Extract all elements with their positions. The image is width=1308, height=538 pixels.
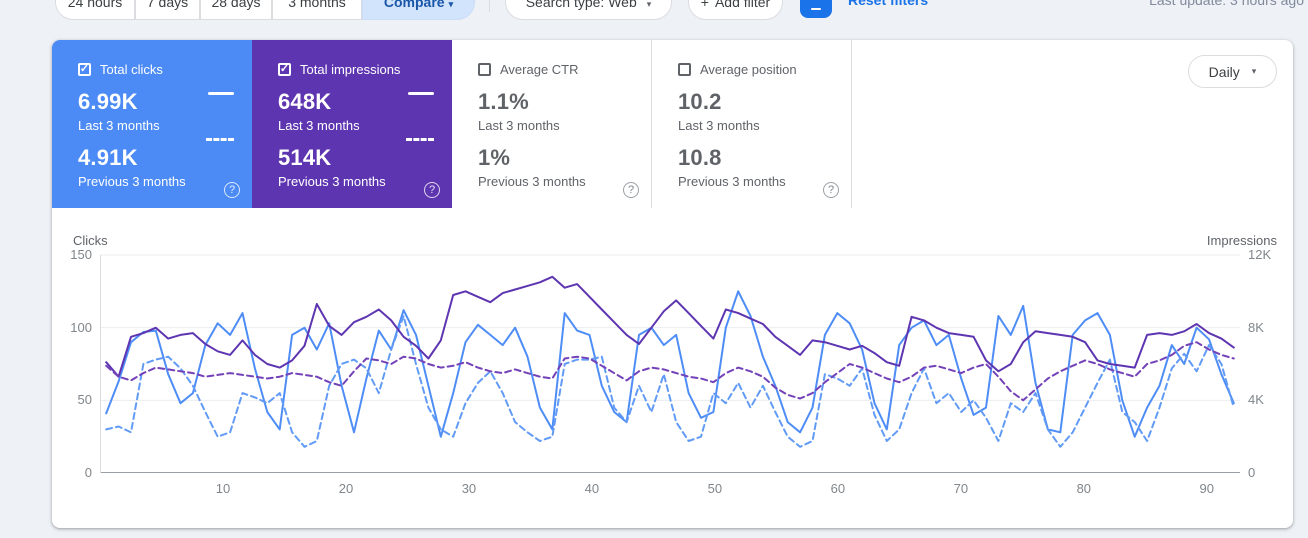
help-icon[interactable]: ?: [623, 182, 639, 198]
axis-tick-label: 100: [70, 319, 92, 335]
axis-tick-label: 4K: [1248, 392, 1264, 408]
axis-tick-label: 40: [584, 481, 600, 496]
solid-line-legend-icon: [208, 92, 234, 95]
axis-tick-label: 20: [338, 481, 354, 496]
axis-tick-label: 90: [1199, 481, 1215, 496]
axis-tick-label: 50: [707, 481, 723, 496]
compare-label: Compare: [383, 0, 445, 10]
reset-filters-link[interactable]: Reset filters: [848, 0, 929, 8]
axis-tick-label: 80: [1076, 481, 1092, 496]
checkbox-checked-icon[interactable]: ✓: [78, 63, 91, 76]
add-filter-label: Add filter: [714, 0, 771, 10]
chevron-down-icon: ▾: [1251, 66, 1257, 76]
series-clicks-previous-3-months: [105, 315, 1235, 448]
help-icon[interactable]: ?: [224, 182, 240, 198]
axis-tick-label: 12K: [1248, 247, 1272, 262]
date-range-7-days[interactable]: 7 days: [135, 0, 200, 20]
chart-canvas[interactable]: [100, 254, 1240, 473]
help-icon[interactable]: ?: [424, 182, 440, 198]
date-range-label: 28 days: [211, 0, 261, 10]
metric-card-average-position[interactable]: Average position 10.2 Last 3 months 10.8…: [652, 40, 852, 208]
metric-current-caption: Last 3 months: [78, 118, 160, 133]
metric-previous-caption: Previous 3 months: [678, 174, 786, 189]
chevron-down-icon: ▾: [646, 0, 652, 9]
solid-line-legend-icon: [408, 92, 434, 95]
metric-current-value: 10.2: [678, 89, 722, 114]
dashed-line-legend-icon: [406, 138, 434, 141]
metric-previous-value: 514K: [278, 145, 332, 170]
granularity-selector[interactable]: Daily ▾: [1188, 55, 1277, 88]
left-axis-title: Clicks: [73, 233, 108, 248]
checkbox-unchecked-icon[interactable]: [678, 63, 691, 76]
metric-previous-value: 1%: [478, 145, 511, 170]
metric-previous-value: 10.8: [678, 145, 722, 170]
chart-plot[interactable]: [100, 254, 1240, 473]
metric-previous-caption: Previous 3 months: [478, 174, 586, 189]
metric-cards-row: ✓ Total clicks 6.99K Last 3 months 4.91K…: [52, 40, 852, 208]
dashed-line-legend-icon: [206, 138, 234, 141]
search-type-selector[interactable]: Search type: Web ▾: [505, 0, 672, 20]
last-update-text: Last update: 3 hours ago: [1149, 0, 1304, 8]
metric-label: Total impressions: [300, 62, 401, 77]
axis-tick-label: 0: [84, 465, 92, 480]
help-icon[interactable]: ?: [823, 182, 839, 198]
checkbox-checked-icon[interactable]: ✓: [278, 63, 291, 76]
metric-current-caption: Last 3 months: [478, 118, 560, 133]
search-type-label: Search type: Web: [525, 0, 637, 10]
metric-label: Average position: [700, 62, 797, 77]
series-clicks-last-3-months: [105, 290, 1235, 438]
metric-current-value: 1.1%: [478, 89, 529, 114]
metric-card-total-impressions[interactable]: ✓ Total impressions 648K Last 3 months 5…: [252, 40, 452, 208]
date-range-3-months[interactable]: 3 months: [272, 0, 362, 20]
metric-previous-value: 4.91K: [78, 145, 138, 170]
metric-current-caption: Last 3 months: [678, 118, 760, 133]
axis-tick-label: 50: [77, 392, 92, 408]
checkbox-unchecked-icon[interactable]: [478, 63, 491, 76]
axis-tick-label: 8K: [1248, 319, 1264, 335]
add-filter-button[interactable]: + Add filter: [688, 0, 783, 20]
dash-icon: [811, 8, 821, 10]
filter-chip[interactable]: [800, 0, 832, 18]
date-range-label: 3 months: [288, 0, 346, 10]
axis-tick-label: 10: [215, 481, 231, 496]
axis-tick-label: 150: [70, 247, 92, 262]
axis-tick-label: 70: [953, 481, 969, 496]
metric-previous-caption: Previous 3 months: [78, 174, 186, 189]
metric-label: Total clicks: [100, 62, 163, 77]
metric-previous-caption: Previous 3 months: [278, 174, 386, 189]
plus-icon: +: [700, 0, 709, 10]
metric-label: Average CTR: [500, 62, 579, 77]
axis-tick-label: 0: [1248, 465, 1256, 480]
date-range-24-hours[interactable]: 24 hours: [55, 0, 135, 20]
axis-tick-label: 30: [461, 481, 477, 496]
toolbar-divider: [489, 0, 490, 12]
metric-card-average-ctr[interactable]: Average CTR 1.1% Last 3 months 1% Previo…: [452, 40, 652, 208]
series-impressions-last-3-months: [105, 275, 1235, 378]
metric-current-caption: Last 3 months: [278, 118, 360, 133]
granularity-label: Daily: [1208, 63, 1240, 80]
date-range-28-days[interactable]: 28 days: [200, 0, 272, 20]
metric-current-value: 648K: [278, 89, 332, 114]
series-impressions-previous-3-months: [105, 341, 1235, 402]
date-range-label: 7 days: [146, 0, 189, 10]
performance-chart: Clicks Impressions 150 100 50 0 12K 8K 4K 0 10 20…: [52, 233, 1293, 513]
chevron-down-icon: ▾: [448, 0, 454, 9]
metric-card-total-clicks[interactable]: ✓ Total clicks 6.99K Last 3 months 4.91K…: [52, 40, 252, 208]
performance-panel: ✓ Total clicks 6.99K Last 3 months 4.91K…: [52, 40, 1293, 528]
axis-tick-label: 60: [830, 481, 846, 496]
compare-button[interactable]: Compare ▾: [362, 0, 475, 20]
date-range-label: 24 hours: [67, 0, 123, 10]
metric-current-value: 6.99K: [78, 89, 138, 114]
right-axis-title: Impressions: [1206, 233, 1277, 248]
